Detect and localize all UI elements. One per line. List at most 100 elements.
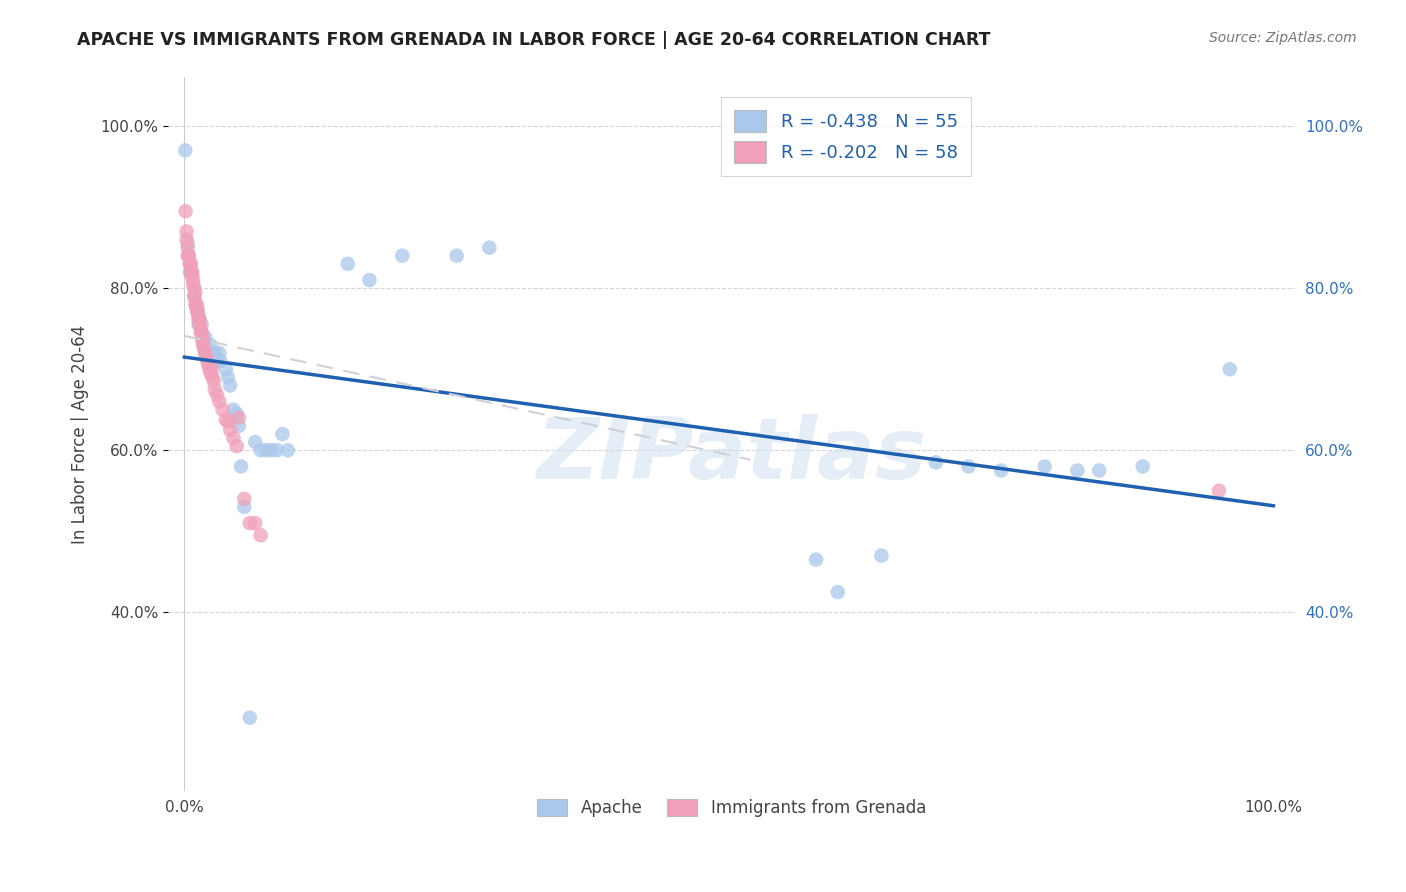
Y-axis label: In Labor Force | Age 20-64: In Labor Force | Age 20-64 [72, 325, 89, 543]
Point [245, 435, 267, 450]
Point [204, 383, 226, 397]
Point [1208, 483, 1230, 498]
Point [271, 427, 294, 442]
Point [228, 410, 250, 425]
Point [176, 233, 198, 247]
Point [186, 301, 208, 316]
Point [215, 412, 238, 426]
Point [200, 366, 222, 380]
Point [187, 318, 209, 332]
Point [191, 331, 214, 345]
Point [201, 362, 224, 376]
Point [195, 346, 218, 360]
Point [254, 443, 277, 458]
Point [179, 265, 201, 279]
Point [195, 346, 218, 360]
Point [186, 297, 208, 311]
Point [176, 241, 198, 255]
Point [225, 439, 247, 453]
Point [183, 289, 205, 303]
Point [186, 305, 208, 319]
Point [208, 346, 231, 360]
Point [217, 370, 239, 384]
Point [233, 500, 256, 514]
Point [193, 338, 215, 352]
Point [197, 350, 219, 364]
Text: ZIPatlas: ZIPatlas [537, 414, 927, 497]
Point [1033, 459, 1056, 474]
Text: Source: ZipAtlas.com: Source: ZipAtlas.com [1209, 31, 1357, 45]
Point [225, 407, 247, 421]
Point [181, 273, 204, 287]
Point [202, 346, 225, 360]
Point [187, 313, 209, 327]
Point [233, 491, 256, 506]
Point [177, 249, 200, 263]
Point [239, 516, 262, 531]
Point [359, 273, 381, 287]
Point [209, 354, 232, 368]
Point [179, 257, 201, 271]
Point [177, 249, 200, 263]
Point [266, 443, 288, 458]
Point [174, 204, 197, 219]
Point [191, 338, 214, 352]
Point [957, 459, 980, 474]
Point [174, 144, 197, 158]
Point [194, 330, 217, 344]
Point [277, 443, 299, 458]
Point [336, 257, 359, 271]
Point [211, 402, 233, 417]
Point [180, 265, 202, 279]
Point [245, 516, 267, 531]
Point [1088, 463, 1111, 477]
Point [179, 257, 201, 271]
Point [190, 321, 212, 335]
Text: APACHE VS IMMIGRANTS FROM GRENADA IN LABOR FORCE | AGE 20-64 CORRELATION CHART: APACHE VS IMMIGRANTS FROM GRENADA IN LAB… [77, 31, 991, 49]
Point [228, 418, 250, 433]
Point [184, 285, 207, 300]
Point [446, 249, 468, 263]
Legend: Apache, Immigrants from Grenada: Apache, Immigrants from Grenada [529, 790, 935, 825]
Point [188, 313, 211, 327]
Point [249, 528, 271, 542]
Point [260, 443, 283, 458]
Point [183, 289, 205, 303]
Point [249, 443, 271, 458]
Point [195, 354, 218, 368]
Point [184, 297, 207, 311]
Point [208, 394, 231, 409]
Point [204, 346, 226, 360]
Point [219, 423, 242, 437]
Point [186, 301, 208, 316]
Point [176, 249, 198, 263]
Point [194, 346, 217, 360]
Point [181, 277, 204, 291]
Point [181, 268, 204, 283]
Point [205, 388, 228, 402]
Point [1132, 459, 1154, 474]
Point [176, 224, 198, 238]
Point [217, 415, 239, 429]
Point [219, 378, 242, 392]
Point [180, 257, 202, 271]
Point [198, 362, 221, 376]
Point [229, 459, 252, 474]
Point [925, 455, 948, 469]
Point [181, 265, 204, 279]
Point [191, 330, 214, 344]
Point [197, 358, 219, 372]
Point [190, 326, 212, 340]
Point [239, 711, 262, 725]
Point [195, 350, 218, 364]
Point [222, 431, 245, 445]
Point [1066, 463, 1088, 477]
Point [191, 334, 214, 348]
Point [183, 281, 205, 295]
Point [191, 318, 214, 332]
Point [870, 549, 893, 563]
Point [186, 297, 208, 311]
Point [200, 338, 222, 352]
Point [201, 370, 224, 384]
Point [181, 265, 204, 279]
